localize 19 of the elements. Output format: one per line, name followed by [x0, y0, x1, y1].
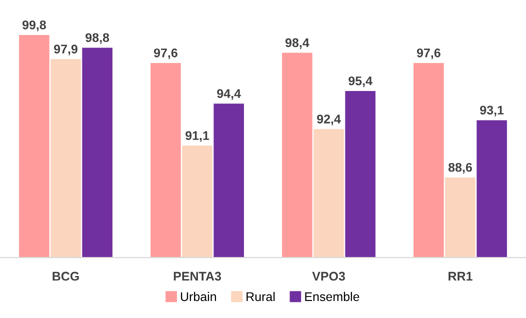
- data-label: 99,8: [22, 20, 46, 32]
- data-label: 92,4: [317, 114, 341, 126]
- data-label: 97,6: [154, 48, 178, 60]
- data-label: 98,4: [285, 38, 310, 49]
- legend-label: Urbain: [180, 292, 216, 302]
- data-label: 97,6: [416, 48, 440, 60]
- x-tick-label: PENTA3: [174, 272, 221, 281]
- data-label: 95,4: [348, 76, 372, 88]
- legend-label: Ensemble: [305, 292, 360, 302]
- legend-label: Rural: [246, 292, 275, 302]
- data-label: 88,6: [448, 162, 472, 174]
- data-label: 91,1: [186, 131, 210, 142]
- data-label: 98,8: [86, 33, 110, 44]
- x-tick-label: BCG: [52, 272, 79, 281]
- data-label: 93,1: [480, 106, 504, 116]
- x-tick-label: VPO3: [312, 272, 345, 281]
- data-label: 97,9: [54, 44, 78, 56]
- data-label: 94,4: [217, 89, 241, 100]
- x-tick-label: RR1: [448, 272, 472, 281]
